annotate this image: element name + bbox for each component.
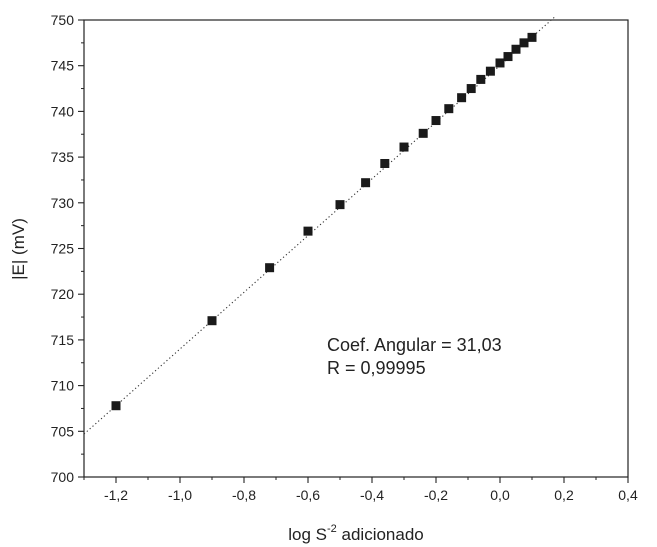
axis-ticks	[78, 19, 629, 483]
data-point	[476, 74, 486, 84]
data-point	[457, 93, 467, 103]
slope-annotation: Coef. Angular = 31,03	[327, 335, 502, 355]
y-tick-label: 715	[51, 332, 75, 348]
data-points	[111, 32, 537, 411]
data-point	[511, 44, 521, 54]
y-tick-label: 710	[51, 378, 75, 394]
data-point	[444, 104, 454, 114]
x-tick-label: 0,2	[554, 487, 574, 503]
x-tick-label: -0,4	[360, 487, 384, 503]
data-point	[361, 178, 371, 188]
data-point	[335, 200, 345, 210]
data-point	[495, 58, 505, 68]
plot-frame	[83, 19, 629, 478]
y-tick-label: 700	[51, 469, 75, 485]
data-point	[399, 142, 409, 152]
data-point	[265, 263, 275, 273]
y-tick-label: 730	[51, 195, 75, 211]
data-point	[303, 226, 313, 236]
y-tick-label: 740	[51, 103, 75, 119]
x-tick-label: 0,4	[618, 487, 638, 503]
x-tick-label: -0,2	[424, 487, 448, 503]
x-axis-title: log S-2 adicionado	[288, 523, 424, 544]
data-point	[503, 52, 513, 62]
x-tick-labels: -1,2 -1,0 -0,8 -0,6 -0,4 -0,2 0,0 0,2 0,4	[104, 487, 638, 503]
data-point	[519, 38, 529, 48]
r-annotation: R = 0,99995	[327, 358, 426, 378]
x-tick-label: -0,8	[232, 487, 256, 503]
y-tick-label: 745	[51, 58, 75, 74]
y-tick-label: 725	[51, 241, 75, 257]
data-point	[527, 32, 537, 42]
data-point	[418, 128, 428, 138]
y-tick-label: 705	[51, 423, 75, 439]
data-point	[431, 116, 441, 126]
y-axis-title: |E| (mV)	[9, 218, 28, 280]
data-point	[485, 66, 495, 76]
y-tick-labels: 700 705 710 715 720 725 730 735 740 745 750	[51, 12, 75, 485]
x-tick-label: 0,0	[490, 487, 510, 503]
data-point	[466, 84, 476, 94]
data-point	[207, 316, 217, 326]
y-tick-label: 750	[51, 12, 75, 28]
data-point	[111, 401, 121, 411]
y-tick-label: 720	[51, 286, 75, 302]
x-tick-label: -0,6	[296, 487, 320, 503]
x-tick-label: -1,0	[168, 487, 192, 503]
data-point	[380, 158, 390, 168]
y-tick-label: 735	[51, 149, 75, 165]
x-tick-label: -1,2	[104, 487, 128, 503]
